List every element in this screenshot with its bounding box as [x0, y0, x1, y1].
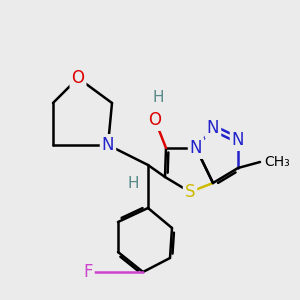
Text: N: N	[232, 131, 244, 149]
Text: H: H	[127, 176, 139, 190]
Text: F: F	[83, 263, 93, 281]
Text: N: N	[190, 139, 202, 157]
Text: O: O	[148, 111, 161, 129]
Text: H: H	[152, 91, 164, 106]
Text: O: O	[71, 69, 85, 87]
Text: N: N	[102, 136, 114, 154]
Text: CH₃: CH₃	[264, 155, 290, 169]
Text: N: N	[207, 119, 219, 137]
Text: S: S	[185, 183, 195, 201]
